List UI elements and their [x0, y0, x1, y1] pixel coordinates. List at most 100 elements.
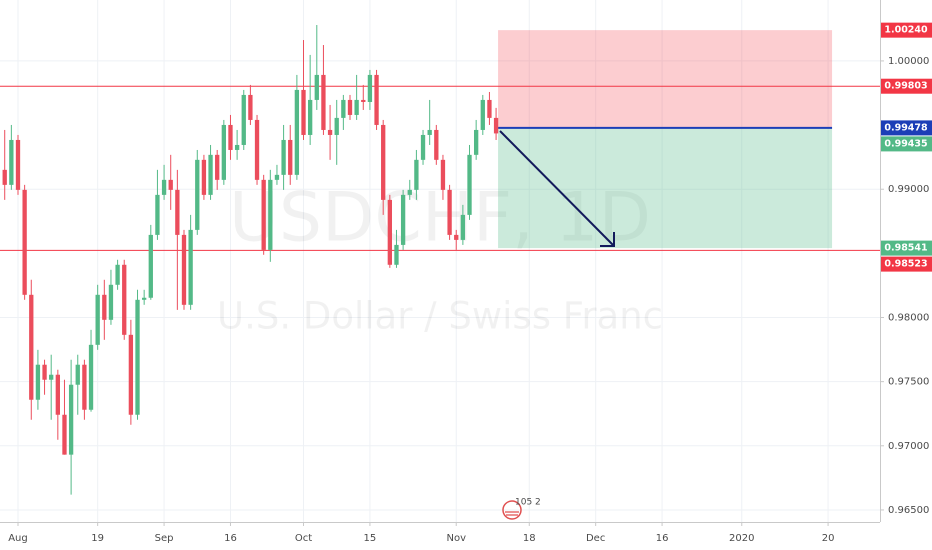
- x-tick-label: Oct: [295, 533, 312, 544]
- candle-body: [188, 229, 193, 305]
- price-label: 0.99478: [881, 120, 932, 136]
- price-label-text: 0.99803: [884, 81, 927, 92]
- candle-body: [321, 74, 326, 130]
- candle-body: [115, 264, 120, 285]
- x-tick-label: Nov: [446, 533, 466, 544]
- candle-body: [228, 124, 233, 150]
- price-label-text: 0.98523: [884, 259, 927, 270]
- candle-body: [75, 364, 80, 385]
- candle-body: [2, 169, 7, 185]
- target-zone: [498, 127, 833, 249]
- candle-body: [374, 74, 379, 125]
- price-label-text: 0.98541: [884, 243, 927, 254]
- candle-body: [241, 94, 246, 145]
- x-tick-label: 16: [224, 533, 237, 544]
- candle-body: [42, 364, 47, 380]
- y-tick-label: 0.97000: [888, 441, 929, 452]
- candle-body: [122, 264, 127, 335]
- candle-body: [68, 384, 74, 455]
- candle-body: [361, 99, 366, 102]
- candle-body: [314, 74, 319, 100]
- price-label-box: [881, 256, 932, 272]
- x-tick-label: Aug: [8, 533, 28, 544]
- price-label: 0.98541: [881, 240, 932, 256]
- price-label-box: [881, 120, 932, 136]
- candle-body: [487, 99, 492, 118]
- badge-icon-lines: [505, 511, 519, 516]
- candle-body: [49, 374, 54, 380]
- candle-body: [15, 139, 21, 190]
- candle-body: [281, 139, 286, 175]
- candle-body: [168, 179, 173, 190]
- projection-arrow: [499, 130, 615, 247]
- price-label: 0.98523: [881, 256, 932, 272]
- price-label-text: 1.00240: [884, 25, 928, 36]
- candle-body: [301, 89, 306, 135]
- candle-body: [440, 159, 446, 190]
- badge-icon: [502, 500, 522, 520]
- price-label-box: [881, 136, 932, 152]
- y-tick-label: 0.96500: [888, 505, 929, 516]
- candle-body: [55, 374, 60, 415]
- candle-body: [493, 117, 499, 134]
- candle-body: [108, 284, 114, 320]
- position-zones: [498, 30, 833, 249]
- arrow-head: [600, 232, 615, 247]
- candle-body: [102, 294, 107, 320]
- axes-labels: Aug 19 Sep 16 Oct 15 Nov 18 Dec 16 2020 200.965000.…: [8, 56, 929, 544]
- x-tick-label: Sep: [155, 533, 174, 544]
- price-label-text: 0.99435: [884, 138, 927, 149]
- candle-body: [334, 117, 339, 135]
- candle-body: [128, 334, 134, 415]
- candle-body: [22, 189, 27, 295]
- candle-body: [427, 129, 432, 135]
- x-tick-label: 20: [822, 533, 835, 544]
- x-tick-label: Dec: [586, 533, 605, 544]
- x-tick-label: 18: [523, 533, 536, 544]
- candle-body: [181, 234, 187, 305]
- price-label: 0.99803: [881, 78, 932, 94]
- grid: [0, 0, 880, 522]
- candle-body: [414, 159, 419, 190]
- candle-body: [95, 294, 100, 345]
- candle-body: [161, 179, 167, 195]
- candle-body: [387, 199, 392, 265]
- candle-body: [221, 124, 226, 180]
- candle-body: [215, 154, 220, 180]
- candle-body: [35, 364, 41, 400]
- price-label-box: [881, 22, 932, 38]
- candle-body: [400, 194, 406, 245]
- y-tick-label: 0.97500: [888, 377, 929, 388]
- candle-body: [327, 129, 333, 135]
- y-tick-label: 1.00000: [888, 56, 929, 67]
- candle-body: [9, 139, 14, 185]
- candle-body: [434, 129, 439, 160]
- description-watermark: U.S. Dollar / Swiss Franc: [217, 295, 663, 338]
- candle-body: [29, 294, 34, 400]
- price-labels: 1.00240 0.99803 0.99478 0.99435 0.98541 0.985…: [881, 22, 932, 272]
- stop-zone: [498, 30, 833, 128]
- candle-body: [381, 124, 386, 200]
- candle-body: [288, 139, 293, 175]
- arrow-line: [499, 130, 615, 247]
- x-tick-label: 19: [91, 533, 104, 544]
- candle-body: [394, 244, 399, 265]
- price-label-box: [881, 240, 932, 256]
- badge: 105 2: [502, 498, 541, 520]
- candle-body: [155, 194, 160, 235]
- candle-body: [367, 74, 373, 102]
- badge-text: 105 2: [515, 498, 541, 508]
- candle-body: [254, 119, 260, 180]
- candle-body: [201, 159, 207, 195]
- candle-body: [460, 214, 466, 240]
- candle-body: [62, 414, 67, 455]
- x-tick-label: 15: [364, 533, 377, 544]
- candle-body: [195, 159, 200, 230]
- candle-body: [420, 134, 426, 160]
- candle-body: [88, 344, 94, 410]
- candle-body: [454, 234, 459, 240]
- candle-body: [467, 154, 472, 215]
- candle-body: [261, 179, 266, 250]
